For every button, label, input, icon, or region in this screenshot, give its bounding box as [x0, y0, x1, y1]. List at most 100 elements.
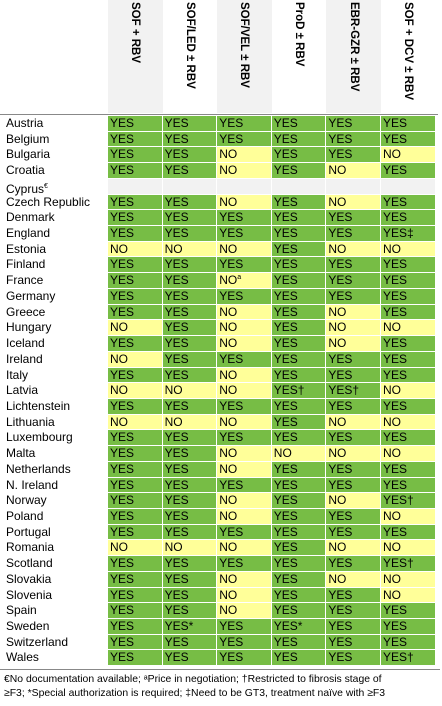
status-cell: NO [162, 383, 218, 399]
table-row: N. Ireland YES YES YES YES YES YES [0, 477, 438, 494]
status-cell: NO [326, 163, 381, 179]
table-row: Romania NO NO NO YES NO NO [0, 540, 438, 557]
status-cell [326, 178, 381, 195]
status-cell: YES [108, 477, 163, 494]
status-cell: YES [162, 226, 218, 242]
status-cell: YES [217, 131, 272, 148]
country-name: Ireland [6, 351, 43, 366]
table-row: Cyprus€ [0, 178, 438, 196]
status-cell: NO [217, 540, 272, 557]
status-cell: YES [217, 619, 272, 635]
table-row: Lichtenstein YES YES YES YES YES YES [0, 398, 438, 415]
status-cell: YES [162, 430, 218, 447]
status-cell: NO [108, 383, 163, 399]
status-cell: YES [108, 116, 163, 132]
status-cell: YES [326, 210, 381, 227]
status-cell: YES [380, 131, 436, 148]
status-cell: YES [108, 147, 163, 164]
country-name: Malta [6, 446, 36, 461]
status-cell: NO [380, 414, 436, 431]
status-cell: YES [271, 320, 327, 337]
status-cell: YES [326, 587, 381, 604]
status-cell: YES [217, 210, 272, 227]
table-row: Norway YES YES NO YES NO YES† [0, 493, 438, 509]
footnote: €No documentation available; ᵃPrice in n… [0, 669, 440, 701]
table-row: Belgium YES YES YES YES YES YES [0, 131, 438, 148]
status-cell: YES [326, 603, 381, 619]
status-cell: YES [108, 304, 163, 321]
table-row: Austria YES YES YES YES YES YES [0, 116, 438, 132]
status-cell: YES [380, 603, 436, 619]
country-name: Wales [6, 650, 39, 665]
status-cell: YES [326, 351, 381, 368]
status-cell: YES [380, 367, 436, 384]
status-cell: YES [380, 634, 436, 651]
status-cell: NO [380, 446, 436, 462]
status-cell: NO [380, 540, 436, 557]
status-cell: YES† [380, 556, 436, 572]
status-cell: YES* [162, 619, 218, 635]
status-cell: YES [380, 288, 436, 305]
status-cell: YES [108, 493, 163, 509]
status-cell: YES [108, 226, 163, 242]
status-cell: NO [380, 383, 436, 399]
status-cell: YES [380, 336, 436, 352]
table-row: Luxembourg YES YES YES YES YES YES [0, 430, 438, 447]
status-cell: YES [271, 288, 327, 305]
status-cell: YES [217, 477, 272, 494]
country-name: Greece [6, 304, 46, 319]
status-cell: YES [162, 147, 218, 164]
status-cell: NO [217, 336, 272, 352]
status-cell: NO [217, 147, 272, 164]
status-cell: YES [380, 194, 436, 211]
status-cell: NO [108, 351, 163, 368]
status-cell: YES [380, 477, 436, 494]
status-cell: YES [380, 257, 436, 274]
country-name: Netherlands [6, 461, 71, 476]
status-cell: YES [108, 367, 163, 384]
status-cell: YES [271, 634, 327, 651]
status-cell: YES [108, 288, 163, 305]
status-cell: YES [108, 650, 163, 667]
status-cell: YES [108, 508, 163, 525]
country-name: Germany [6, 288, 56, 303]
table-row: Denmark YES YES YES YES YES YES [0, 210, 438, 227]
status-cell: YES [326, 524, 381, 541]
status-cell: NO [108, 241, 163, 258]
status-cell: YES [271, 131, 327, 148]
status-cell: NO [326, 540, 381, 557]
status-cell: YES [217, 556, 272, 572]
status-cell [217, 178, 272, 195]
table-row: Wales YES YES YES YES YES YES† [0, 650, 438, 667]
status-cell: YES [271, 587, 327, 604]
status-cell: YES [326, 508, 381, 525]
status-cell: YES† [271, 383, 327, 399]
status-cell: YES [271, 163, 327, 179]
country-name: Lithuania [6, 414, 55, 429]
status-cell: YES [108, 398, 163, 415]
status-cell: YES [271, 398, 327, 415]
country-name: Luxembourg [6, 430, 73, 445]
status-cell: YES [162, 367, 218, 384]
country-name: Spain [6, 603, 37, 618]
status-cell: YES [326, 273, 381, 289]
status-cell: YES [326, 461, 381, 478]
status-cell: NO [217, 571, 272, 588]
status-cell: YES [162, 508, 218, 525]
table-row: Switzerland YES YES YES YES YES YES [0, 634, 438, 651]
status-cell: YES [162, 477, 218, 494]
table-row: Bulgaria YES YES NO YES YES NO [0, 147, 438, 164]
column-header-ebr-gzr: EBR-GZR ± RBV [326, 0, 381, 113]
country-name: Belgium [6, 131, 50, 146]
footnote-divider [0, 669, 440, 670]
status-cell: NO [217, 241, 272, 258]
status-cell: YES [108, 587, 163, 604]
status-cell: YES [108, 210, 163, 227]
country-name: Scotland [6, 556, 53, 571]
status-cell: NO [380, 508, 436, 525]
status-cell: YES [271, 241, 327, 258]
table-row: Finland YES YES YES YES YES YES [0, 257, 438, 274]
status-cell: YES [326, 430, 381, 447]
status-cell: YES [271, 304, 327, 321]
status-cell: YES [271, 571, 327, 588]
